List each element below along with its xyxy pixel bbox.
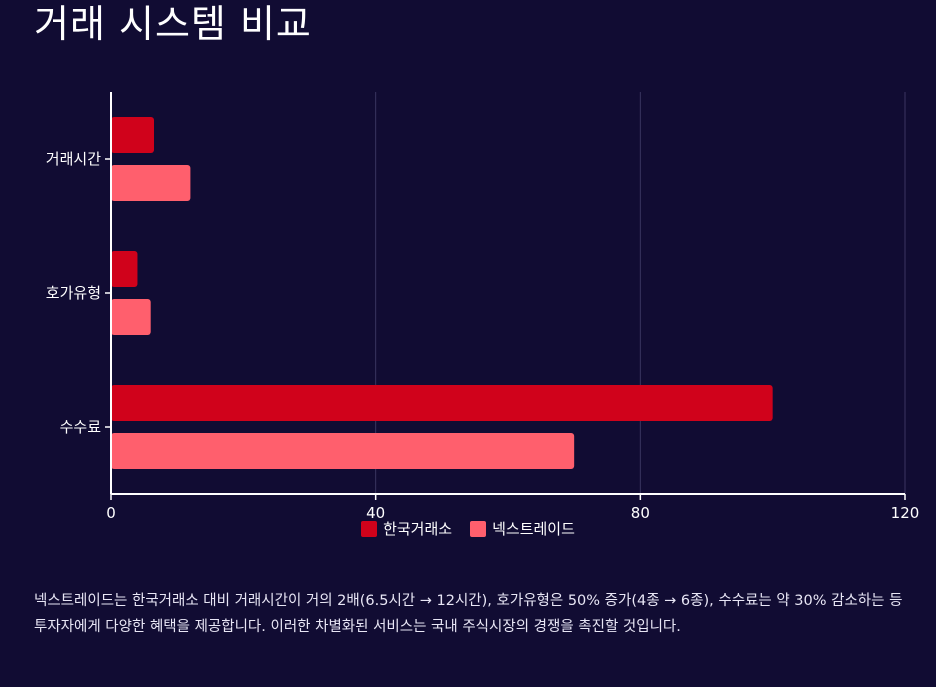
legend-label-series-0: 한국거래소 [383,520,453,538]
x-tick-label-0: 0 [106,504,116,522]
bar-0-series-0 [111,117,155,153]
y-tick-label-1: 호가유형 [46,284,101,302]
page-title: 거래 시스템 비교 [34,2,312,46]
legend-item-series-1[interactable]: 넥스트레이드 [470,518,575,539]
legend-swatch-series-0 [361,520,378,537]
y-tick-label-2: 수수료 [60,418,102,436]
chart-legend: 한국거래소 넥스트레이드 [0,518,936,539]
y-tick-label-0: 거래시간 [46,150,101,168]
legend-item-series-0[interactable]: 한국거래소 [361,518,452,539]
bar-2-series-1 [111,433,575,469]
legend-label-series-1: 넥스트레이드 [492,520,575,538]
legend-swatch-series-1 [470,520,487,537]
chart-caption: 넥스트레이드는 한국거래소 대비 거래시간이 거의 2배(6.5시간 → 12시… [34,593,903,635]
bar-0-series-1 [111,165,191,201]
bar-1-series-0 [111,251,138,287]
bar-1-series-1 [111,299,151,335]
x-tick-label-1: 40 [366,504,385,522]
x-tick-label-2: 80 [631,504,650,522]
x-tick-label-3: 120 [891,504,920,522]
bar-2-series-0 [111,385,773,421]
